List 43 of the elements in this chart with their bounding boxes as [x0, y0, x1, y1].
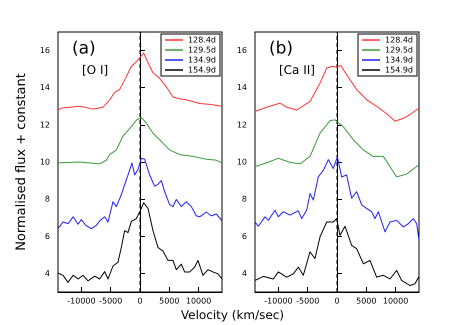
x-tick-label: -5000 [296, 296, 320, 306]
y-tick-label: 16 [40, 46, 50, 56]
y-tick-label: 10 [40, 158, 50, 166]
y-tick-label: 4 [44, 268, 50, 278]
y-tick-label: 6 [44, 232, 50, 241]
annotation: (a) [72, 38, 96, 58]
legend-label: 128.4d [188, 36, 216, 44]
x-tick-label: 5000 [159, 296, 180, 306]
x-tick-label: -10000 [67, 296, 96, 306]
y-tick-label: 12 [40, 120, 50, 130]
legend-label: 154.9d [188, 66, 216, 74]
x-tick-label: -5000 [99, 296, 122, 306]
y-axis-title: Normalised flux + constant [14, 73, 29, 251]
y-tick-label: 8 [44, 194, 50, 204]
line-series [58, 116, 222, 164]
line-series [254, 156, 420, 241]
annotation: [O I] [82, 63, 108, 77]
legend-label: 128.4d [385, 36, 414, 44]
x-tick-label: 0 [334, 296, 340, 306]
y-tick-label: 14 [40, 83, 50, 92]
y-tick-label: 6 [242, 232, 247, 241]
y-tick-label: 14 [236, 83, 247, 92]
legend-label: 129.5d [188, 46, 216, 54]
x-tick-label: 10000 [186, 296, 212, 306]
line-series [254, 119, 420, 178]
x-tick-label: 10000 [382, 296, 408, 306]
legend-label: 134.9d [188, 56, 216, 64]
legend-label: 154.9d [385, 66, 414, 74]
y-tick-label: 8 [242, 194, 247, 204]
y-tick-label: 10 [236, 158, 247, 166]
line-series [254, 64, 420, 122]
x-tick-label: 0 [137, 296, 143, 306]
y-tick-label: 12 [236, 120, 247, 130]
y-tick-label: 4 [242, 268, 247, 278]
x-axis-title: Velocity (km/sec) [180, 308, 286, 322]
legend-label: 129.5d [385, 46, 414, 54]
legend-label: 134.9d [385, 56, 414, 64]
line-series [58, 158, 222, 230]
x-tick-label: -10000 [264, 296, 293, 306]
annotation: (b) [269, 38, 294, 58]
annotation: [Ca II] [279, 63, 315, 77]
x-tick-label: 5000 [356, 296, 376, 306]
y-tick-label: 16 [236, 46, 247, 56]
